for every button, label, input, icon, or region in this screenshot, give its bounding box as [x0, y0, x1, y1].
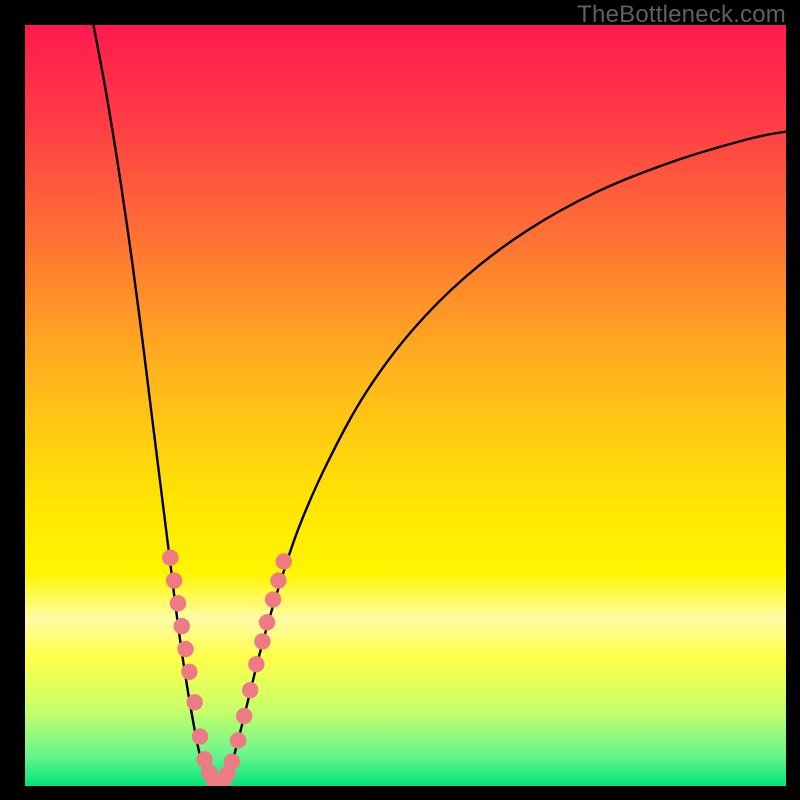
curve-marker: [187, 694, 203, 710]
curve-marker: [162, 550, 178, 566]
chart-background-gradient: [25, 25, 786, 786]
bottleneck-curve-chart: [25, 25, 786, 786]
curve-marker: [192, 728, 208, 744]
curve-marker: [265, 591, 281, 607]
curve-marker: [248, 656, 264, 672]
chart-plot-area: [25, 25, 786, 786]
curve-marker: [276, 553, 292, 569]
curve-marker: [170, 595, 186, 611]
curve-marker: [174, 618, 190, 634]
curve-marker: [230, 732, 246, 748]
curve-marker: [270, 572, 286, 588]
curve-marker: [259, 614, 275, 630]
curve-marker: [242, 682, 258, 698]
curve-marker: [236, 708, 252, 724]
curve-marker: [181, 664, 197, 680]
curve-marker: [177, 641, 193, 657]
curve-marker: [224, 753, 240, 769]
curve-marker: [254, 633, 270, 649]
watermark-text: TheBottleneck.com: [577, 1, 786, 29]
curve-marker: [166, 572, 182, 588]
